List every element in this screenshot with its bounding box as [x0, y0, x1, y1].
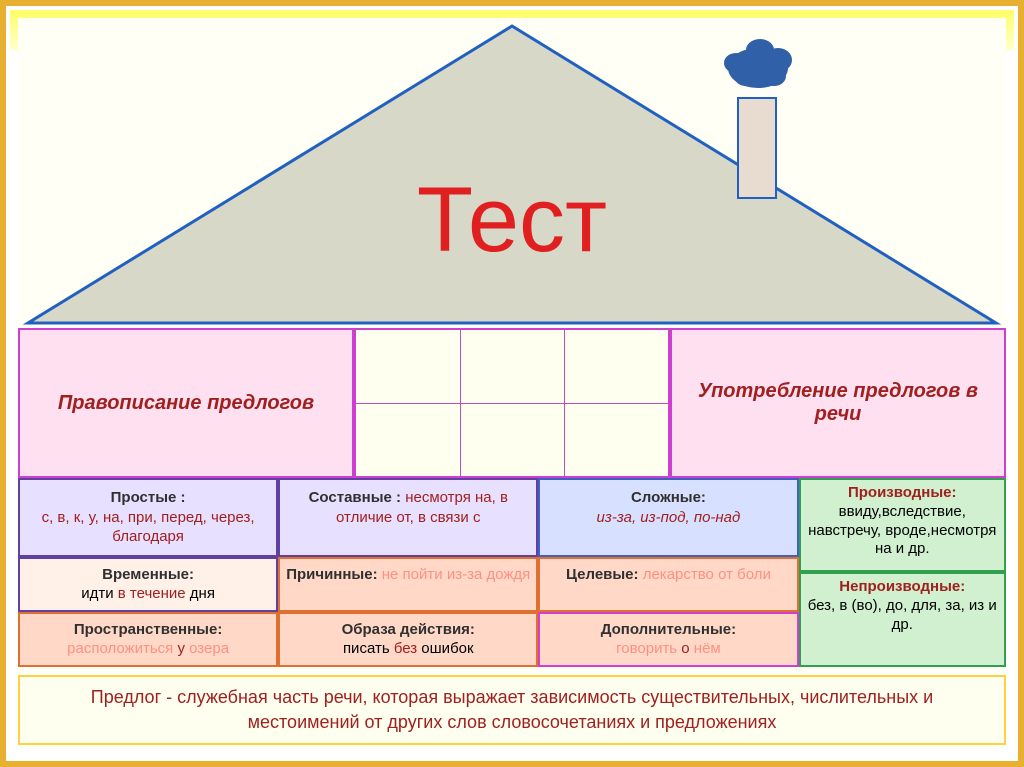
usage-box: Употребление предлогов в речи — [670, 328, 1006, 478]
time-hl: в течение — [118, 585, 186, 602]
usage-label: Употребление предлогов в речи — [682, 380, 994, 426]
compound-hdr: Составные : — [309, 489, 401, 506]
spelling-label: Правописание предлогов — [58, 392, 314, 415]
simple-cell: Простые : с, в, к, у, на, при, перед, че… — [18, 478, 278, 557]
neprod-hdr: Непроизводные: — [839, 578, 965, 595]
grid-window — [354, 328, 670, 478]
types-row: Простые : с, в, к, у, на, при, перед, че… — [18, 478, 799, 557]
goal-hl: от — [718, 566, 733, 583]
goal-post: боли — [733, 566, 771, 583]
goal-pre: лекарство — [643, 566, 718, 583]
time-post: дня — [186, 585, 215, 602]
simple-body: с, в, к, у, на, при, перед, через, благо… — [42, 509, 255, 546]
simple-hdr: Простые : — [26, 488, 270, 508]
upper-row: Правописание предлогов Употребление пред… — [18, 328, 1006, 478]
prod-body: ввиду,вследствие, навстречу, вроде,несмо… — [808, 503, 996, 558]
complex-body: из-за, из-под, по-над — [597, 509, 741, 526]
footer-text: Предлог - служебная часть речи, которая … — [91, 687, 933, 732]
goal-cell: Целевые: лекарство от боли — [538, 557, 798, 612]
cause-hl: из-за — [447, 566, 482, 583]
space-body: расположиться у озера — [67, 640, 229, 657]
goal-hdr: Целевые: — [566, 566, 639, 583]
roof-area: Тест — [18, 18, 1006, 328]
add-cell: Дополнительные: говорить о нём — [538, 612, 798, 667]
smoke-icon — [724, 39, 792, 88]
mid-section: Простые : с, в, к, у, на, при, перед, че… — [18, 478, 1006, 667]
space-cell: Пространственные: расположиться у озера — [18, 612, 278, 667]
neprod-body: без, в (во), до, для, за, из и др. — [808, 597, 997, 633]
cause-body: не пойти из-за дождя — [382, 566, 531, 583]
add-hl: о — [681, 640, 689, 657]
cause-hdr: Причинные: — [286, 566, 377, 583]
complex-hdr: Сложные: — [546, 488, 790, 508]
time-cell: Временные: идти в течение дня — [18, 557, 278, 612]
meanings-row2: Пространственные: расположиться у озера … — [18, 612, 799, 667]
compound-cell: Составные : несмотря на, в отличие от, в… — [278, 478, 538, 557]
complex-cell: Сложные: из-за, из-под, по-над — [538, 478, 798, 557]
spelling-box: Правописание предлогов — [18, 328, 354, 478]
manner-hl: без — [394, 640, 417, 657]
cause-pre: не пойти — [382, 566, 447, 583]
time-pre: идти — [81, 585, 118, 602]
manner-hdr: Образа действия: — [342, 621, 475, 638]
grid-vline2 — [564, 330, 565, 476]
grid-hline — [356, 403, 668, 404]
goal-body: лекарство от боли — [643, 566, 771, 583]
manner-post: ошибок — [417, 640, 473, 657]
mid-left: Простые : с, в, к, у, на, при, перед, че… — [18, 478, 799, 667]
space-pre: расположиться — [67, 640, 177, 657]
grid-vline1 — [460, 330, 461, 476]
space-hdr: Пространственные: — [74, 621, 222, 638]
time-hdr: Временные: — [102, 566, 194, 583]
neprod-cell: Непроизводные: без, в (во), до, для, за,… — [799, 572, 1006, 666]
footer-box: Предлог - служебная часть речи, которая … — [18, 675, 1006, 745]
prod-hdr: Производные: — [848, 484, 957, 501]
manner-body: писать без ошибок — [343, 640, 474, 657]
manner-pre: писать — [343, 640, 394, 657]
add-pre: говорить — [616, 640, 681, 657]
cause-post: дождя — [482, 566, 530, 583]
main-title: Тест — [18, 168, 1006, 273]
mid-right: Производные: ввиду,вследствие, навстречу… — [799, 478, 1006, 667]
space-hl: у — [177, 640, 185, 657]
add-body: говорить о нём — [616, 640, 721, 657]
add-post: нём — [690, 640, 721, 657]
space-post: озера — [185, 640, 229, 657]
meanings-row1: Временные: идти в течение дня Причинные:… — [18, 557, 799, 612]
main-content: Тест Правописание предлогов Употребление… — [18, 18, 1006, 749]
add-hdr: Дополнительные: — [601, 621, 736, 638]
prod-cell: Производные: ввиду,вследствие, навстречу… — [799, 478, 1006, 572]
manner-cell: Образа действия: писать без ошибок — [278, 612, 538, 667]
cause-cell: Причинные: не пойти из-за дождя — [278, 557, 538, 612]
